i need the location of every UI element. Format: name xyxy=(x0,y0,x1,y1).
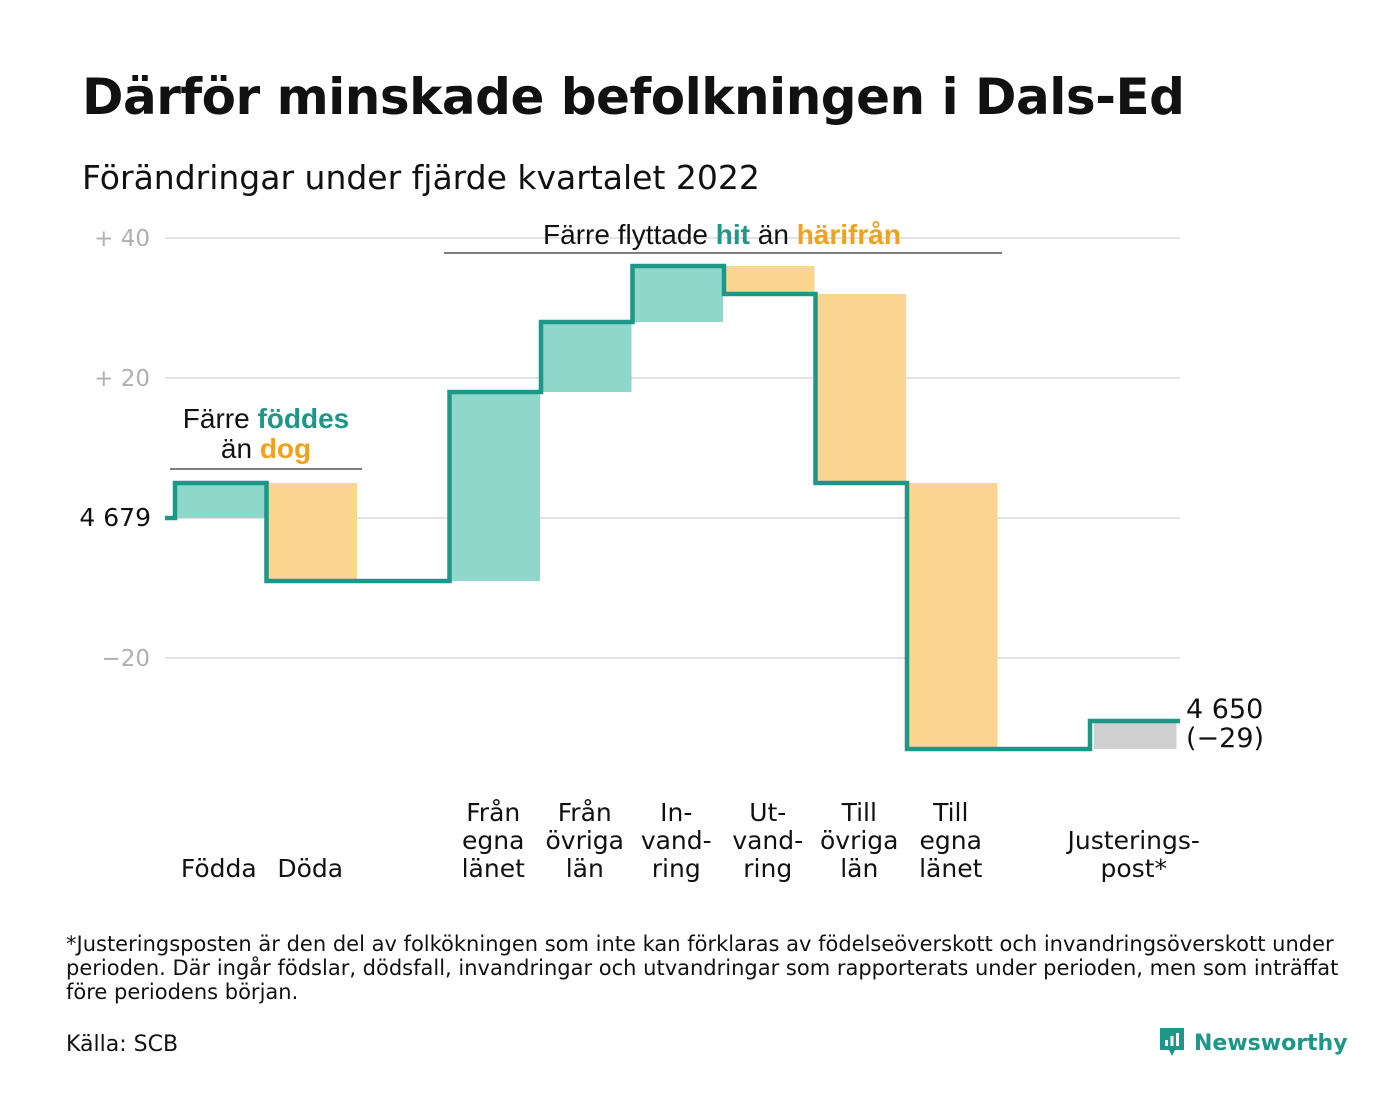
bar-frånegnalänet xyxy=(449,392,540,581)
x-label-step-6-line-1: vand- xyxy=(732,826,803,855)
bar-invandring xyxy=(632,266,723,322)
y-tick-label-1: + 20 xyxy=(94,366,150,392)
cumulative-line xyxy=(165,263,1180,752)
brand-name: Newsworthy xyxy=(1194,1030,1348,1056)
bar-födda xyxy=(175,483,266,518)
x-label-step-4-line-2: län xyxy=(566,854,604,883)
x-label-step-6-line-0: Ut- xyxy=(749,798,786,827)
x-label-step-8-line-2: länet xyxy=(919,854,982,883)
bar-layer xyxy=(175,266,1177,749)
line-layer xyxy=(165,263,1180,752)
footnote: *Justeringsposten är den del av folkökni… xyxy=(66,932,1339,1004)
x-label-step-7-line-0: Till xyxy=(841,798,877,827)
chart-subtitle: Förändringar under fjärde kvartalet 2022 xyxy=(82,158,760,197)
x-label-step-6-line-2: ring xyxy=(743,854,792,883)
annotation-moves-highlight-away: härifrån xyxy=(797,219,901,250)
bar-utvandring xyxy=(724,266,815,294)
x-label-step-7-line-1: övriga xyxy=(820,826,899,855)
end-value-label: 4 650 xyxy=(1186,694,1263,725)
annotation-moves-mid: än xyxy=(758,219,789,250)
x-label-step-1-line-0: Döda xyxy=(277,854,343,883)
x-label-step-5-line-2: ring xyxy=(652,854,701,883)
annotation-moves: Färre flyttade hit än härifrån xyxy=(543,219,901,250)
x-label-step-4-line-0: Från xyxy=(558,798,612,827)
bar-frånövrigalän xyxy=(541,322,632,392)
y-tick-label-0: + 40 xyxy=(94,226,150,252)
x-label-step-0-line-0: Födda xyxy=(181,854,257,883)
annotation-bd-prefix: Färre xyxy=(183,403,250,434)
x-label-step-5-line-0: In- xyxy=(660,798,692,827)
bar-tillövrigalän xyxy=(815,294,906,483)
annotation-moves-prefix: Färre flyttade xyxy=(543,219,708,250)
y-tick-label-3: −20 xyxy=(101,646,150,672)
annotation-bd-highlight-died: dog xyxy=(260,433,311,464)
newsworthy-logo-icon xyxy=(1160,1028,1184,1056)
annotation-births-deaths-line1: Färre föddes xyxy=(183,403,349,434)
start-value-label: 4 679 xyxy=(79,503,151,532)
x-label-step-5-line-1: vand- xyxy=(641,826,712,855)
grid-layer xyxy=(165,237,1180,659)
annotation-moves-highlight-here: hit xyxy=(716,219,750,250)
x-label-step-3-line-1: egna xyxy=(462,826,524,855)
annotation-bd-mid: än xyxy=(221,433,252,464)
x-label-step-8-line-1: egna xyxy=(920,826,982,855)
x-label-step-7-line-2: län xyxy=(840,854,878,883)
annotation-births-deaths-line2: än dog xyxy=(221,433,311,464)
bar-döda xyxy=(266,483,357,581)
bar-tillegnalänet xyxy=(907,483,998,749)
x-label-step-10-line-0: Justerings- xyxy=(1066,826,1200,855)
x-label-step-3-line-0: Från xyxy=(466,798,520,827)
end-change-label: (−29) xyxy=(1186,723,1264,754)
source-label: Källa: SCB xyxy=(66,1032,179,1057)
x-label-step-4-line-1: övriga xyxy=(545,826,624,855)
brand[interactable]: Newsworthy xyxy=(1158,1026,1348,1060)
bar-justeringspost xyxy=(1094,721,1177,749)
x-label-step-3-line-2: länet xyxy=(462,854,525,883)
x-label-step-10-line-1: post* xyxy=(1101,854,1168,883)
chart-title: Därför minskade befolkningen i Dals-Ed xyxy=(82,68,1185,126)
annotation-bd-highlight-born: föddes xyxy=(257,403,349,434)
x-label-step-8-line-0: Till xyxy=(932,798,968,827)
